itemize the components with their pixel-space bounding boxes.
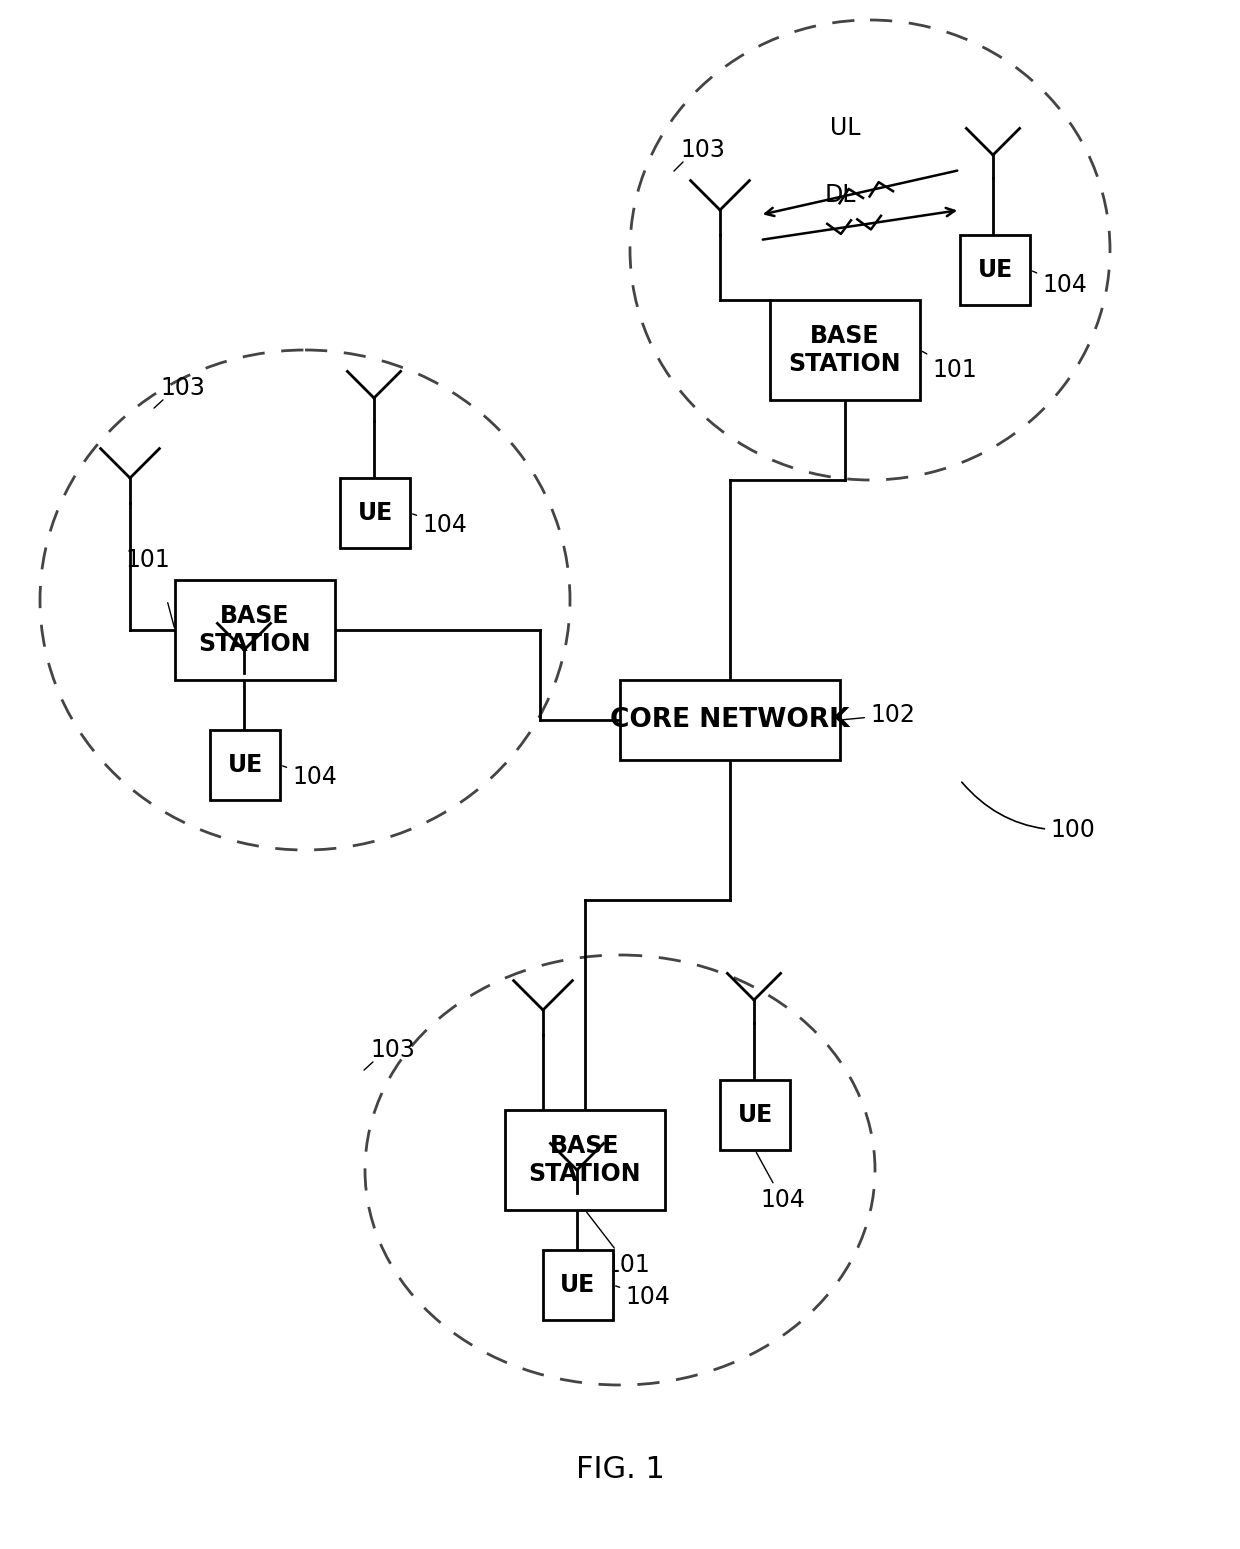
Text: 101: 101	[587, 1213, 650, 1276]
Text: UE: UE	[977, 259, 1013, 282]
Bar	[620, 680, 839, 761]
Bar	[960, 235, 1030, 305]
Bar	[505, 1111, 665, 1210]
Text: CORE NETWORK: CORE NETWORK	[610, 706, 849, 733]
Text: 103: 103	[160, 376, 205, 400]
Text: 104: 104	[1033, 271, 1087, 297]
Text: 104: 104	[283, 765, 337, 788]
Text: 104: 104	[756, 1152, 805, 1211]
Text: UE: UE	[560, 1273, 595, 1297]
Bar	[720, 1080, 790, 1149]
Text: 102: 102	[843, 703, 915, 726]
Text: BASE
STATION: BASE STATION	[789, 324, 901, 376]
Text: 103: 103	[680, 138, 725, 163]
Bar	[175, 579, 335, 680]
Text: DL: DL	[825, 183, 856, 208]
Text: BASE
STATION: BASE STATION	[198, 604, 311, 655]
Text: 104: 104	[615, 1286, 670, 1309]
Text: 104: 104	[413, 513, 467, 538]
Bar	[543, 1250, 613, 1320]
Bar	[340, 479, 410, 548]
Text: 103: 103	[370, 1038, 415, 1063]
Text: UE: UE	[738, 1103, 773, 1128]
Bar	[210, 730, 280, 799]
Bar	[770, 301, 920, 400]
Text: 101: 101	[923, 352, 977, 383]
Text: 101: 101	[125, 548, 170, 572]
Text: UE: UE	[227, 753, 263, 778]
Text: 100: 100	[962, 782, 1095, 843]
Text: UE: UE	[357, 500, 393, 525]
Text: UL: UL	[830, 116, 861, 139]
Text: BASE
STATION: BASE STATION	[528, 1134, 641, 1187]
Text: FIG. 1: FIG. 1	[575, 1455, 665, 1484]
